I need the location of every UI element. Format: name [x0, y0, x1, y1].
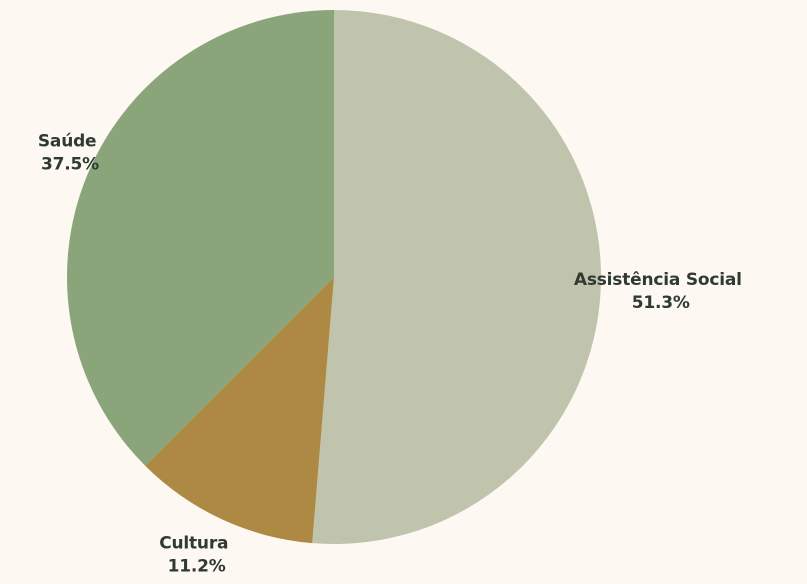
pie-slice-saude [66, 9, 334, 466]
slice-percent-cultura: 11.2% [168, 557, 226, 577]
pie-labels: Assistência Social 51.3% Cultura 11.2% S… [38, 131, 748, 577]
slice-percent-assistencia-social: 51.3% [632, 293, 690, 313]
pie-slice-assistencia-social [312, 10, 602, 544]
slice-percent-saude: 37.5% [41, 154, 99, 174]
slice-name-assistencia-social: Assistência Social [574, 270, 742, 290]
slice-label-cultura: Cultura 11.2% [159, 534, 234, 577]
slice-label-saude: Saúde 37.5% [38, 131, 102, 174]
pie-slices [66, 9, 602, 544]
pie-slice-cultura [145, 277, 334, 544]
slice-label-assistencia-social: Assistência Social 51.3% [574, 270, 748, 313]
slice-name-saude: Saúde [38, 131, 97, 151]
slice-name-cultura: Cultura [159, 534, 228, 554]
